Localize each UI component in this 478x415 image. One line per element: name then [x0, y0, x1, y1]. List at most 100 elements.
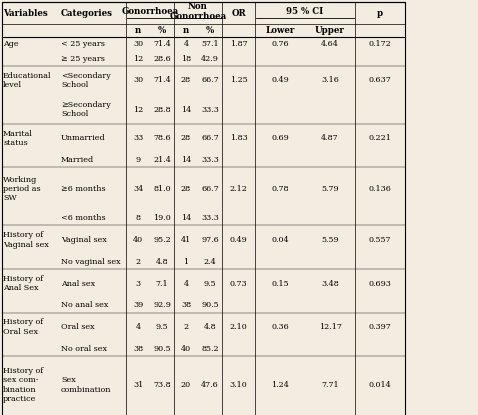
Text: 0.637: 0.637	[369, 76, 391, 85]
Text: 0.04: 0.04	[271, 236, 289, 244]
Text: 71.4: 71.4	[153, 40, 171, 48]
Text: No oral sex: No oral sex	[61, 345, 107, 353]
Text: 73.8: 73.8	[153, 381, 171, 389]
Text: History of
Anal Sex: History of Anal Sex	[3, 275, 43, 292]
Text: 33.3: 33.3	[201, 156, 219, 164]
Text: 3.16: 3.16	[321, 76, 339, 85]
Text: Anal sex: Anal sex	[61, 279, 95, 288]
Text: Marital
status: Marital status	[3, 130, 33, 147]
Text: <Secondary
School: <Secondary School	[61, 72, 111, 89]
Text: 71.4: 71.4	[153, 76, 171, 85]
Text: 18: 18	[181, 55, 191, 63]
Text: 30: 30	[133, 40, 143, 48]
Text: 9: 9	[135, 156, 141, 164]
Bar	[2, 2, 405, 415]
Text: 3.48: 3.48	[321, 279, 339, 288]
Text: 20: 20	[181, 381, 191, 389]
Text: 4.64: 4.64	[321, 40, 339, 48]
Text: 9.5: 9.5	[204, 279, 217, 288]
Text: 0.76: 0.76	[271, 40, 289, 48]
Text: 3: 3	[135, 279, 141, 288]
Text: 12: 12	[133, 105, 143, 113]
Text: 0.69: 0.69	[271, 134, 289, 142]
Text: 19.0: 19.0	[153, 214, 171, 222]
Text: 28: 28	[181, 134, 191, 142]
Text: 5.79: 5.79	[321, 185, 339, 193]
Text: 0.693: 0.693	[369, 279, 391, 288]
Text: 2.10: 2.10	[229, 323, 248, 331]
Text: 21.4: 21.4	[153, 156, 171, 164]
Text: 38: 38	[133, 345, 143, 353]
Text: Age: Age	[3, 40, 19, 48]
Text: Vaginal sex: Vaginal sex	[61, 236, 107, 244]
Text: Non
Gonorrhoea: Non Gonorrhoea	[169, 2, 227, 21]
Text: ≥ 25 years: ≥ 25 years	[61, 55, 105, 63]
Text: 0.557: 0.557	[369, 236, 391, 244]
Text: Educational
level: Educational level	[3, 72, 52, 89]
Text: 1.25: 1.25	[229, 76, 248, 85]
Text: 12: 12	[133, 55, 143, 63]
Text: 4.8: 4.8	[204, 323, 217, 331]
Text: 7.1: 7.1	[156, 279, 168, 288]
Text: n: n	[183, 26, 189, 35]
Text: 1.87: 1.87	[230, 40, 247, 48]
Text: Gonorrhoea: Gonorrhoea	[121, 7, 179, 15]
Text: No vaginal sex: No vaginal sex	[61, 258, 120, 266]
Text: 2.12: 2.12	[229, 185, 248, 193]
Text: Categories: Categories	[61, 8, 113, 17]
Text: 40: 40	[181, 345, 191, 353]
Text: 33.3: 33.3	[201, 214, 219, 222]
Text: 14: 14	[181, 156, 191, 164]
Text: 0.397: 0.397	[369, 323, 391, 331]
Text: Upper: Upper	[315, 26, 345, 35]
Text: 1.24: 1.24	[271, 381, 289, 389]
Text: 4.87: 4.87	[321, 134, 339, 142]
Text: n: n	[135, 26, 141, 35]
Text: 0.014: 0.014	[369, 381, 391, 389]
Text: 41: 41	[181, 236, 191, 244]
Text: 66.7: 66.7	[201, 76, 219, 85]
Text: 81.0: 81.0	[153, 185, 171, 193]
Text: 0.221: 0.221	[369, 134, 391, 142]
Text: 34: 34	[133, 185, 143, 193]
Text: 0.73: 0.73	[230, 279, 247, 288]
Text: 30: 30	[133, 76, 143, 85]
Text: 4: 4	[184, 40, 188, 48]
Text: 1: 1	[184, 258, 188, 266]
Text: Variables: Variables	[3, 8, 48, 17]
Text: 2: 2	[135, 258, 141, 266]
Text: 2.4: 2.4	[204, 258, 217, 266]
Text: 14: 14	[181, 105, 191, 113]
Text: p: p	[377, 8, 383, 17]
Text: 0.36: 0.36	[271, 323, 289, 331]
Text: 7.71: 7.71	[321, 381, 339, 389]
Text: <6 months: <6 months	[61, 214, 106, 222]
Text: 5.59: 5.59	[321, 236, 339, 244]
Text: 3.10: 3.10	[229, 381, 248, 389]
Text: < 25 years: < 25 years	[61, 40, 105, 48]
Text: 92.9: 92.9	[153, 301, 171, 309]
Text: History of
Vaginal sex: History of Vaginal sex	[3, 232, 49, 249]
Text: 0.78: 0.78	[271, 185, 289, 193]
Text: 66.7: 66.7	[201, 185, 219, 193]
Text: 0.49: 0.49	[229, 236, 248, 244]
Text: 9.5: 9.5	[156, 323, 168, 331]
Text: 31: 31	[133, 381, 143, 389]
Text: 28: 28	[181, 76, 191, 85]
Text: 85.2: 85.2	[201, 345, 219, 353]
Text: 28.8: 28.8	[153, 105, 171, 113]
Text: Married: Married	[61, 156, 94, 164]
Text: 4.8: 4.8	[156, 258, 168, 266]
Text: ≥6 months: ≥6 months	[61, 185, 106, 193]
Text: 14: 14	[181, 214, 191, 222]
Text: 40: 40	[133, 236, 143, 244]
Text: 39: 39	[133, 301, 143, 309]
Text: ≥Secondary
School: ≥Secondary School	[61, 101, 111, 118]
Text: Oral sex: Oral sex	[61, 323, 95, 331]
Text: 4: 4	[184, 279, 188, 288]
Text: 42.9: 42.9	[201, 55, 219, 63]
Text: 57.1: 57.1	[201, 40, 219, 48]
Text: 0.49: 0.49	[271, 76, 289, 85]
Text: 8: 8	[135, 214, 141, 222]
Text: 0.15: 0.15	[271, 279, 289, 288]
